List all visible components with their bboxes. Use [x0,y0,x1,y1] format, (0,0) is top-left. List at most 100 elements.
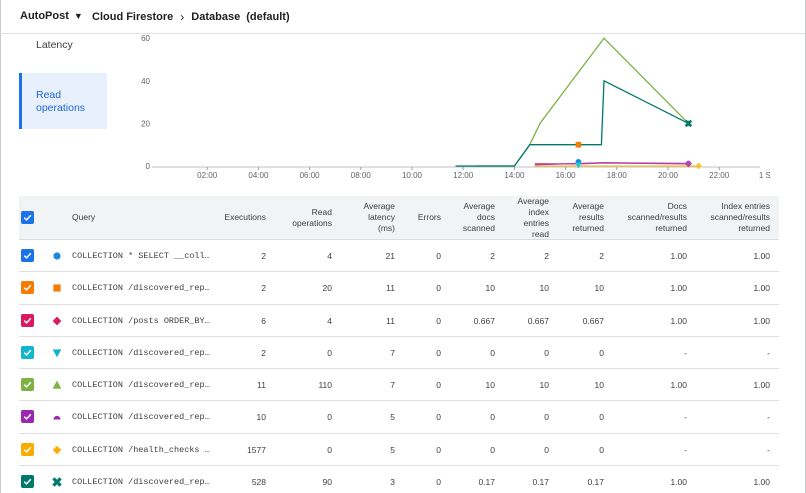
cell-errors: 0 [436,444,441,455]
project-name: AutoPost [20,10,69,22]
row-checkbox[interactable] [21,442,34,456]
header-average-results-returned[interactable]: Average results returned [554,201,604,234]
series-marker [575,162,582,169]
cell-latency: 3 [390,477,395,488]
plus-marker-icon [53,446,61,454]
query-text: COLLECTION /discovered_rep… [72,412,210,423]
cell-index-ratio: - [767,412,770,423]
header-errors[interactable]: Errors [417,212,441,222]
top-bar: AutoPost ▼ Cloud Firestore › Database (d… [0,0,806,34]
cell-executions: 1577 [247,444,266,455]
series-line [476,37,689,167]
row-checkbox[interactable] [21,313,34,327]
cell-docs-ratio: 1.00 [670,477,687,488]
cell-index: 0 [544,347,549,358]
row-checkbox[interactable] [21,378,34,392]
header-executions[interactable]: Executions [224,212,266,222]
row-checkbox[interactable] [21,345,34,359]
table-row[interactable]: COLLECTION /health_checks … 1577 0 5 0 0 0 0 - - [19,434,779,467]
header-average-index-entries-read[interactable]: Average index entries read [499,196,549,240]
cell-read-ops: 90 [322,477,332,488]
x-tick-label: 16:00 [556,171,577,180]
table-row[interactable]: COLLECTION /posts ORDER_BY… 6 4 11 0 0.667 0.6… [19,305,779,337]
cell-index: 10 [539,283,549,294]
header-docs-ratio-line: scanned/results [627,212,687,222]
header-latency-line: Average [363,201,395,211]
header-docs-ratio-line: returned [655,223,687,233]
cell-read-ops: 4 [327,251,332,261]
x-tick-label: 12:00 [453,171,474,180]
header-docs-scanned-ratio[interactable]: Docs scanned/results returned [609,201,687,234]
cell-executions: 6 [261,315,266,326]
series-marker [684,119,693,128]
x-marker-icon [52,477,62,487]
header-index-entries-ratio[interactable]: Index entries scanned/results returned [691,201,770,234]
row-checkbox[interactable] [21,281,34,295]
triangle-marker-icon [52,380,62,389]
series-line [455,79,689,167]
square-marker-icon [53,284,61,292]
metric-tab-read-operations[interactable]: Read operations [19,73,107,129]
project-selector[interactable]: AutoPost ▼ [20,10,83,22]
query-text: COLLECTION /posts ORDER_BY… [72,315,210,326]
cell-read-ops: 110 [318,380,332,391]
cell-docs: 2 [490,251,495,261]
header-index-line: Average [517,196,549,206]
header-average-latency[interactable]: Average latency (ms) [337,201,395,234]
cell-read-ops: 0 [327,347,332,358]
cell-docs-ratio: - [684,412,687,423]
cell-executions: 2 [261,251,266,261]
row-checkbox[interactable] [21,249,34,262]
x-tick-label: 22:00 [709,171,730,180]
cell-read-ops: 4 [327,315,332,326]
cell-index-ratio: 1.00 [753,380,770,391]
row-checkbox[interactable] [21,475,34,489]
header-latency-line: (ms) [378,223,395,233]
header-index-ratio-line: returned [738,223,770,233]
table-row[interactable]: COLLECTION /discovered_rep… 2 20 11 0 10 10 10 1… [19,272,779,305]
cell-results: 0 [599,412,604,423]
table-row[interactable]: COLLECTION /discovered_rep… 2 0 7 0 0 0 0 - - [19,337,779,370]
cell-index-ratio: 1.00 [753,315,770,326]
cell-docs: 0.17 [478,477,495,488]
metric-tab-latency[interactable]: Latency [36,39,73,51]
series-marker [685,160,692,167]
breadcrumb-section[interactable]: Database [191,11,241,23]
table-row[interactable]: COLLECTION /discovered_rep… 10 0 5 0 0 0 0 - - [19,401,779,434]
table-row[interactable]: COLLECTION /discovered_rep… 528 90 3 0 0.17 0.… [19,466,779,493]
cell-results: 2 [599,251,604,261]
query-text: COLLECTION /discovered_rep… [72,347,210,358]
cell-index-ratio: 1.00 [753,283,770,294]
header-read-operations[interactable]: Read operations [272,207,332,229]
cell-read-ops: 0 [327,444,332,455]
cell-latency: 7 [390,380,395,391]
table-row[interactable]: COLLECTION * SELECT __coll… 2 4 21 0 2 2 2 1.00 1… [19,240,779,273]
cell-docs: 10 [485,380,495,391]
header-average-docs-scanned[interactable]: Average docs scanned [447,201,495,234]
cell-executions: 2 [261,283,266,294]
row-checkbox[interactable] [21,410,34,424]
x-tick-label: 14:00 [504,171,525,180]
header-index-ratio-line: scanned/results [710,212,770,222]
header-docs-line: docs [477,212,495,222]
breadcrumb-service[interactable]: Cloud Firestore [92,11,174,23]
diamond-marker-icon [52,316,62,325]
read-operations-chart: 60 40 20 0 02:00 04:00 06:00 08:00 10:00 12:00 14:… [141,34,770,180]
cell-docs: 0 [490,412,495,423]
table-row[interactable]: COLLECTION /discovered_rep… 11 110 7 0 10 10 10… [19,369,779,402]
y-tick-label: 20 [141,119,150,128]
select-all-checkbox[interactable] [21,211,34,224]
query-text: COLLECTION /discovered_rep… [72,380,210,391]
triangle-down-marker-icon [52,349,62,358]
x-tick-label: 08:00 [351,171,372,180]
cell-index-ratio: 1.00 [753,477,770,488]
x-tick-label: 04:00 [248,171,269,180]
header-query[interactable]: Query [72,212,96,222]
x-tick-label: 18:00 [607,171,628,180]
cell-index-ratio: 1.00 [753,251,770,261]
cell-docs: 0 [490,444,495,455]
x-tick-label: 20:00 [658,171,679,180]
header-docs-line: scanned [462,223,495,233]
cell-results: 0 [599,444,604,455]
cell-docs-ratio: 1.00 [670,251,687,261]
